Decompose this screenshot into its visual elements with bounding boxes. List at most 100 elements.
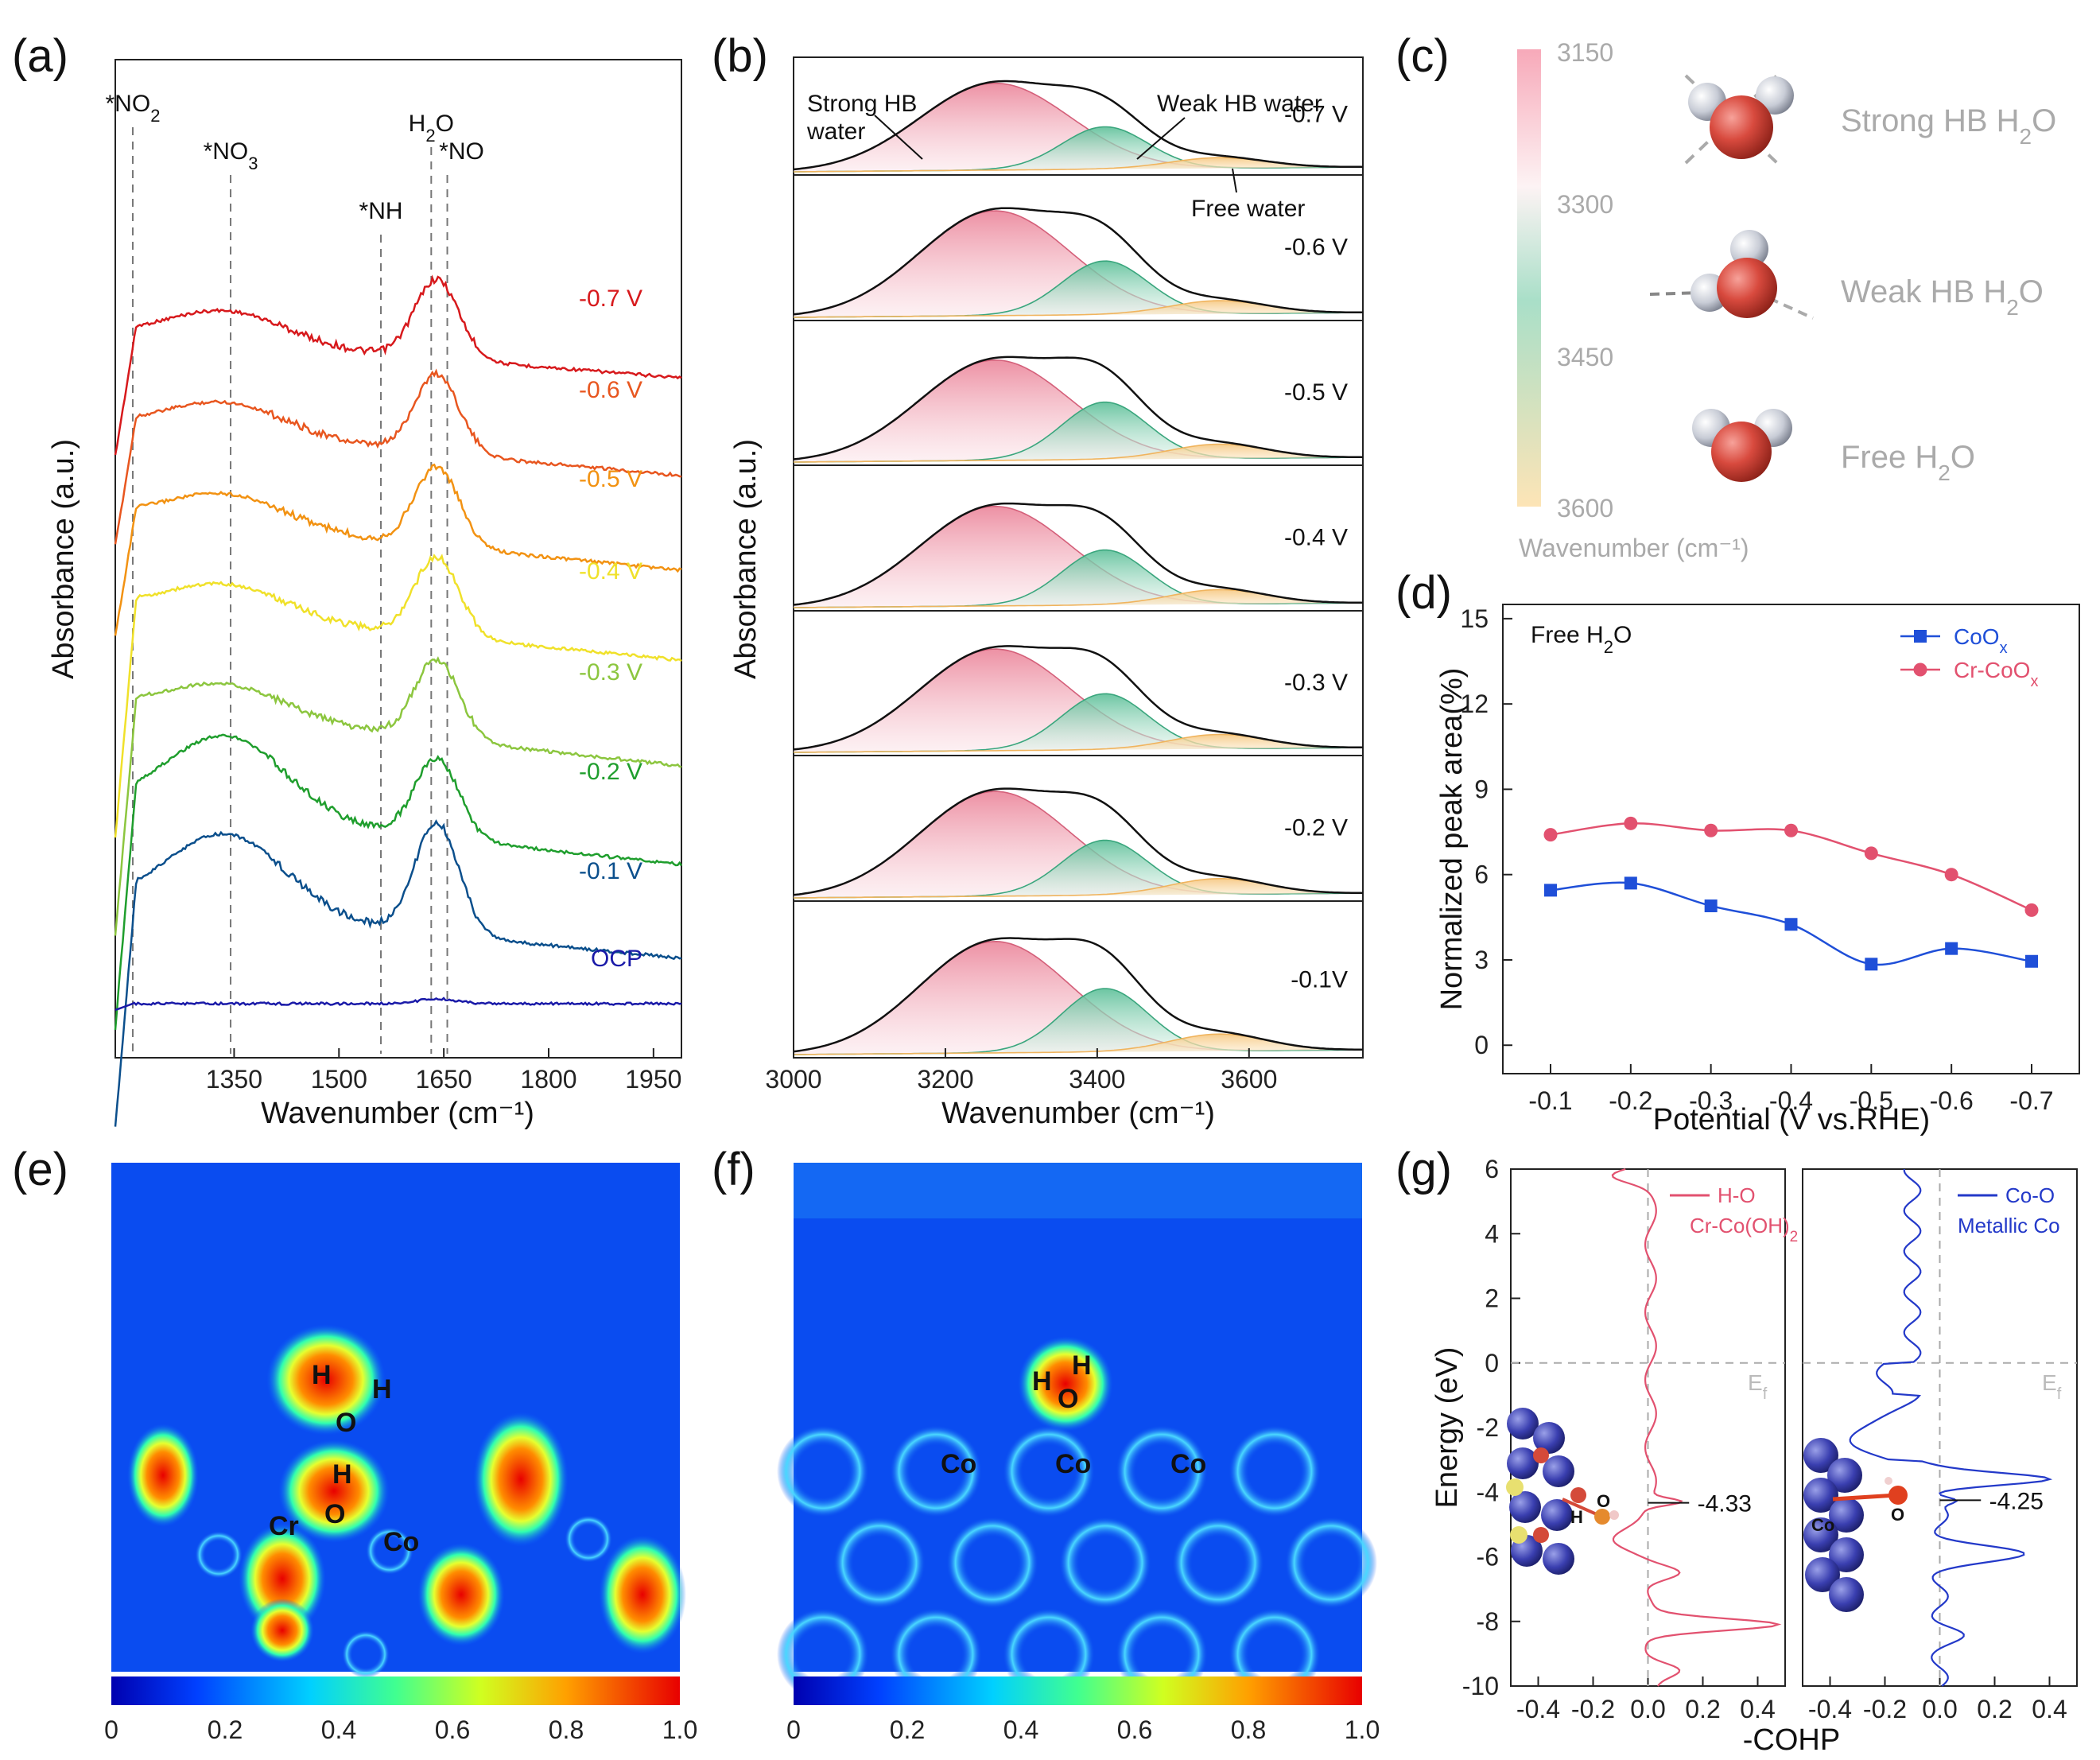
- x-tick-label: -0.7: [2009, 1086, 2053, 1115]
- x-tick-label: 3400: [1069, 1065, 1125, 1094]
- x-tick-label: -0.2: [1571, 1695, 1615, 1723]
- colorbar-tick-3450: 3450: [1557, 343, 1613, 371]
- data-point: [1704, 899, 1718, 913]
- x-tick-label: 0.2: [1685, 1695, 1720, 1723]
- data-point: [1624, 816, 1638, 830]
- axes-d: 0 3 6 9 12 15 -0.1 -0.2 -0.3 -0.4 -0.5 -0.6 -0.7: [1460, 604, 2053, 1115]
- spectra-a: -0.7 V -0.6 V -0.5 V -0.4 V -0.3 V -0.2 V -0.1…: [114, 274, 683, 1127]
- series-label: OCP: [591, 946, 642, 972]
- lattice-ring: [1285, 1517, 1377, 1609]
- y-axis-label-d: Normalized peak area(%): [1435, 668, 1469, 1011]
- x-axis-label-b: Wavenumber (cm⁻¹): [941, 1097, 1215, 1130]
- weak-hb-component-fill: [794, 840, 1363, 898]
- y-tick-label: 15: [1460, 604, 1489, 633]
- atom-label-f-o: O: [1058, 1384, 1078, 1414]
- row-label: -0.1V: [1291, 966, 1348, 993]
- x-tick-label: -0.4: [1769, 1086, 1813, 1115]
- colorbar-tick-label: 0.2: [890, 1715, 925, 1744]
- center-label: -4.25: [1989, 1488, 2044, 1514]
- x-tick-label: 0.4: [1740, 1695, 1775, 1723]
- legend-strong-hb: Strong HB H2O: [1841, 103, 2056, 149]
- x-tick-label: 0.0: [1922, 1695, 1957, 1723]
- fermi-label-g1: Ef: [1748, 1370, 1768, 1403]
- free-water-component-fill: [794, 157, 1363, 172]
- x-tick-label: 1650: [416, 1065, 472, 1094]
- atom-label-e-co: Co: [383, 1527, 419, 1557]
- panel-c: (c) 3150 3300 3450 3600 Wavenumber (cm⁻¹…: [1395, 30, 2056, 562]
- y-tick-label: -4: [1477, 1478, 1499, 1506]
- series-label: -0.6 V: [579, 377, 642, 403]
- data-point: [1945, 942, 1958, 955]
- colorbar-tick-label: 1.0: [662, 1715, 697, 1744]
- data-point: [1944, 868, 1958, 882]
- x-tick-label: 3600: [1221, 1065, 1277, 1094]
- series-label: -0.5 V: [579, 466, 642, 492]
- spectrum--0_6V: [114, 368, 682, 545]
- atom-label-e-h1: H: [312, 1360, 332, 1390]
- colorbar-tick-3300: 3300: [1557, 190, 1613, 219]
- y-tick-label: 3: [1474, 946, 1489, 974]
- panel-g: (g) 6 4 2 0 -2 -4 -6 -8 -10 -0.4 -0.2 0.0 0.2 0.4 -0.4…: [1395, 1144, 2078, 1757]
- panel-f: (f) H H O Co Co Co 0 0.2 0.4 0.6 0.8 1.0: [712, 1144, 1380, 1744]
- atom-label-e-h2: H: [372, 1374, 392, 1405]
- x-tick-label: 1350: [206, 1065, 262, 1094]
- colorbar-e: [111, 1676, 680, 1705]
- legend-weak-hb: Weak HB H2O: [1841, 274, 2044, 320]
- legend-marker: [1913, 662, 1927, 677]
- plot-frame-a: [115, 59, 682, 1059]
- colorbar-label-c: Wavenumber (cm⁻¹): [1519, 534, 1749, 562]
- marker-label: *NH: [359, 198, 403, 224]
- center-label: -4.33: [1698, 1491, 1752, 1517]
- free-water-component-fill: [794, 589, 1363, 608]
- legend-label: CoOx: [1954, 624, 2008, 657]
- panel-label-d: (d): [1395, 567, 1452, 619]
- weak-hb-component-fill: [794, 694, 1363, 752]
- x-ticks-b: 3000 3200 3400 3600: [765, 1048, 1277, 1094]
- title-d: Free H2O: [1531, 622, 1632, 657]
- lattice-ring: [833, 1517, 926, 1609]
- weak-hb-component-fill: [794, 550, 1363, 608]
- strong-hb-component-fill: [794, 941, 1363, 1055]
- atom-label-e-o1: O: [336, 1408, 356, 1438]
- x-tick-label: 1500: [311, 1065, 367, 1094]
- marker-lines-a: *NO2 *NO3 *NH H2O*NO: [106, 91, 484, 1054]
- lattice-ring: [1059, 1517, 1151, 1609]
- panel-b: (b) -0.7 V -0.6 V -0.5 V -0.4 V -0.3 V -0.2 V…: [712, 30, 1364, 1130]
- colorbar-tick-label: 0.6: [435, 1715, 470, 1744]
- data-point: [1864, 846, 1878, 861]
- x-axis-label-a: Wavenumber (cm⁻¹): [261, 1097, 534, 1130]
- atom-label-f-co2: Co: [1055, 1449, 1091, 1479]
- marker-label: *NO3: [204, 138, 258, 173]
- spectrum--0_4V: [114, 554, 682, 838]
- free-water-component-fill: [794, 878, 1363, 898]
- legend-marker: [1914, 630, 1927, 643]
- weak-hb-component-fill: [794, 261, 1363, 317]
- spectrum--0_2V: [114, 733, 683, 1031]
- y-tick-label: -10: [1462, 1672, 1499, 1700]
- y-axis-label-b: Absorbance (a.u.): [729, 439, 763, 679]
- spectrum--0_7V: [114, 274, 682, 456]
- weak-hb-component-fill: [794, 126, 1363, 172]
- lattice-ring: [890, 1425, 982, 1517]
- x-tick-label: -0.6: [1930, 1086, 1974, 1115]
- elf-hotspots-e: [127, 1324, 686, 1678]
- y-axis-label-a: Absorbance (a.u.): [47, 439, 80, 679]
- atom-label-g2-co: Co: [1811, 1515, 1834, 1535]
- elf-water-f: [1018, 1336, 1113, 1432]
- y-tick-label: 0: [1485, 1349, 1499, 1377]
- x-tick-label: 0.0: [1630, 1695, 1665, 1723]
- atom-label-e-o2: O: [324, 1499, 345, 1529]
- spectrum-OCP: [115, 997, 682, 1012]
- panel-label-g: (g): [1395, 1144, 1452, 1195]
- panel-e: (e) H H O H O Cr Co 0 0.2 0.4 0.6 0.8 1.0: [12, 1144, 697, 1744]
- legend-system-g2: Metallic Co: [1958, 1214, 2060, 1237]
- data-point: [1624, 876, 1637, 890]
- colorbar-ticks-f: 0 0.2 0.4 0.6 0.8 1.0: [786, 1715, 1380, 1744]
- data-point: [1865, 958, 1878, 971]
- y-tick-label: 0: [1474, 1031, 1489, 1059]
- colorbar-tick-label: 0.8: [1231, 1715, 1266, 1744]
- colorbar-tick-label: 1.0: [1345, 1715, 1380, 1744]
- colorbar-tick-label: 0.8: [549, 1715, 584, 1744]
- marker-label: *NO2: [106, 91, 161, 126]
